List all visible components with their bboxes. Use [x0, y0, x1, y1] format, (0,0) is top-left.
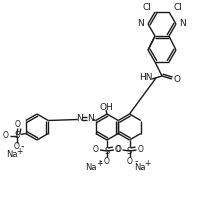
Text: Cl: Cl [174, 3, 182, 12]
Text: O: O [3, 131, 9, 140]
Text: -: - [98, 156, 102, 166]
Text: O: O [174, 74, 180, 84]
Text: O: O [116, 145, 121, 153]
Text: +: + [16, 147, 23, 156]
Text: HN: HN [139, 74, 153, 82]
Text: O: O [138, 145, 143, 153]
Text: OH: OH [99, 102, 113, 112]
Text: S: S [14, 131, 19, 140]
Text: -: - [21, 141, 24, 151]
Text: -: - [135, 156, 138, 166]
Text: N: N [87, 114, 94, 123]
Text: Na: Na [6, 150, 18, 159]
Text: S: S [104, 146, 110, 156]
Text: Cl: Cl [143, 3, 151, 12]
Text: O: O [14, 142, 20, 151]
Text: +: + [144, 159, 151, 168]
Text: O: O [115, 145, 121, 153]
Text: N: N [76, 114, 83, 123]
Text: O: O [93, 145, 99, 153]
Text: +: + [96, 159, 102, 168]
Text: O: O [15, 120, 21, 129]
Text: O: O [126, 156, 132, 166]
Text: N: N [138, 20, 144, 28]
Text: O: O [104, 156, 110, 166]
Text: Na: Na [134, 163, 145, 171]
Text: S: S [127, 146, 132, 156]
Text: N: N [180, 20, 186, 28]
Text: Na: Na [85, 163, 97, 171]
